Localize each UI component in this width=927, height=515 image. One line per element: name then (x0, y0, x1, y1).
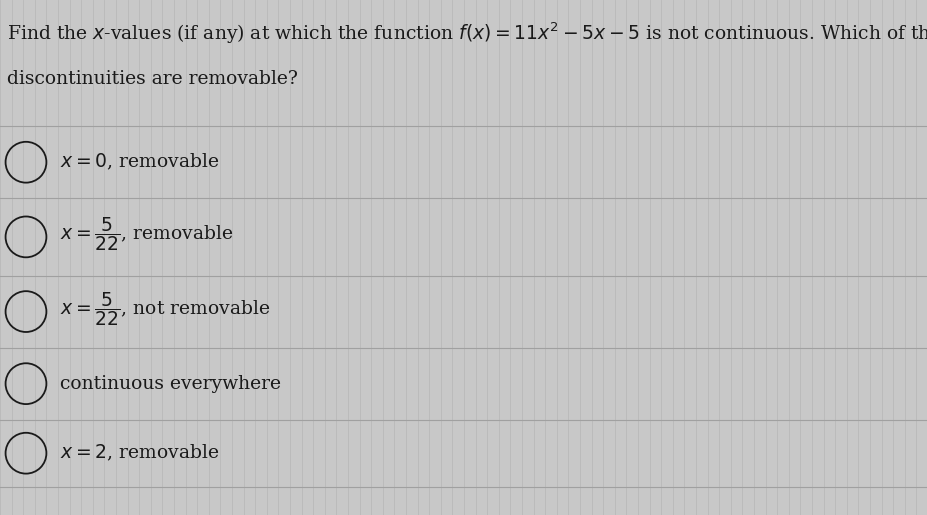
Text: $x = \dfrac{5}{22}$, not removable: $x = \dfrac{5}{22}$, not removable (60, 290, 271, 328)
Text: Find the $x$-values (if any) at which the function $f(x) = 11x^2 - 5x - 5$ is no: Find the $x$-values (if any) at which th… (7, 21, 927, 46)
Text: $x = \dfrac{5}{22}$, removable: $x = \dfrac{5}{22}$, removable (60, 215, 234, 253)
Text: discontinuities are removable?: discontinuities are removable? (7, 70, 298, 88)
Text: continuous everywhere: continuous everywhere (60, 375, 281, 392)
Text: $x = 2$, removable: $x = 2$, removable (60, 443, 220, 464)
Text: $x = 0$, removable: $x = 0$, removable (60, 152, 220, 173)
